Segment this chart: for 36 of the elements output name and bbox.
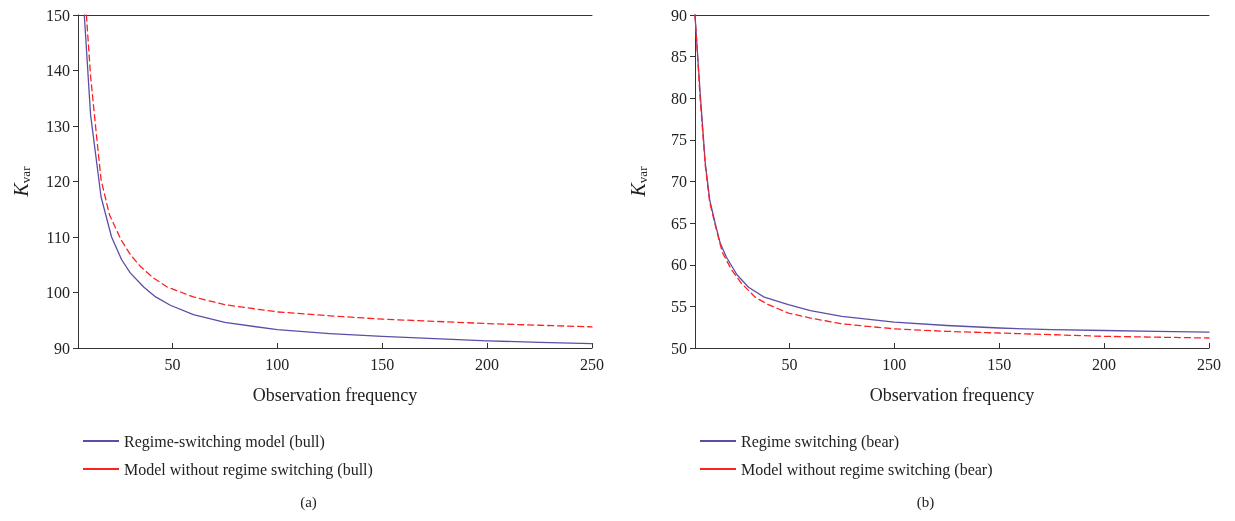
x-tick-label: 100 (265, 355, 290, 373)
x-tick-label: 150 (987, 355, 1012, 373)
x-tick-label: 250 (580, 355, 604, 373)
x-tick-label: 50 (781, 355, 798, 373)
x-tick-label: 50 (164, 355, 181, 373)
x-tick-label: 250 (1197, 355, 1221, 373)
y-tick-label: 75 (671, 131, 687, 149)
x-tick-label: 200 (1092, 355, 1117, 373)
text: (b) (916, 493, 935, 511)
legend-label: Regime switching (bear) (741, 432, 900, 451)
y-tick-label: 150 (46, 6, 70, 24)
y-tick-label: 55 (671, 297, 687, 315)
y-tick-label: 90 (54, 339, 70, 357)
y-tick-label: 70 (671, 173, 687, 190)
y-tick-label: 90 (671, 6, 687, 24)
y-axis-title: Kvar (626, 165, 650, 198)
y-axis-title: Kvar (9, 165, 33, 198)
legend-label: Model without regime switching (bull) (124, 460, 373, 479)
x-tick-label: 100 (882, 355, 907, 373)
x-axis-title: Observation frequency (869, 385, 1035, 405)
y-tick-label: 50 (671, 339, 687, 357)
legend-label: Model without regime switching (bear) (741, 460, 993, 479)
y-tick-label: 65 (671, 214, 687, 232)
y-tick-label: 80 (671, 89, 687, 107)
y-tick-label: 85 (671, 48, 687, 66)
y-tick-label: 60 (671, 256, 687, 274)
y-tick-label: 100 (46, 284, 70, 301)
legend-label: Regime-switching model (bull) (124, 432, 325, 451)
y-tick-label: 110 (46, 228, 70, 246)
y-tick-label: 120 (46, 173, 70, 190)
text: (a) (300, 493, 317, 511)
y-tick-label: 130 (46, 117, 70, 135)
x-tick-label: 200 (475, 355, 500, 373)
y-tick-label: 140 (46, 62, 70, 79)
x-axis-title: Observation frequency (252, 385, 418, 405)
x-tick-label: 150 (370, 355, 395, 373)
